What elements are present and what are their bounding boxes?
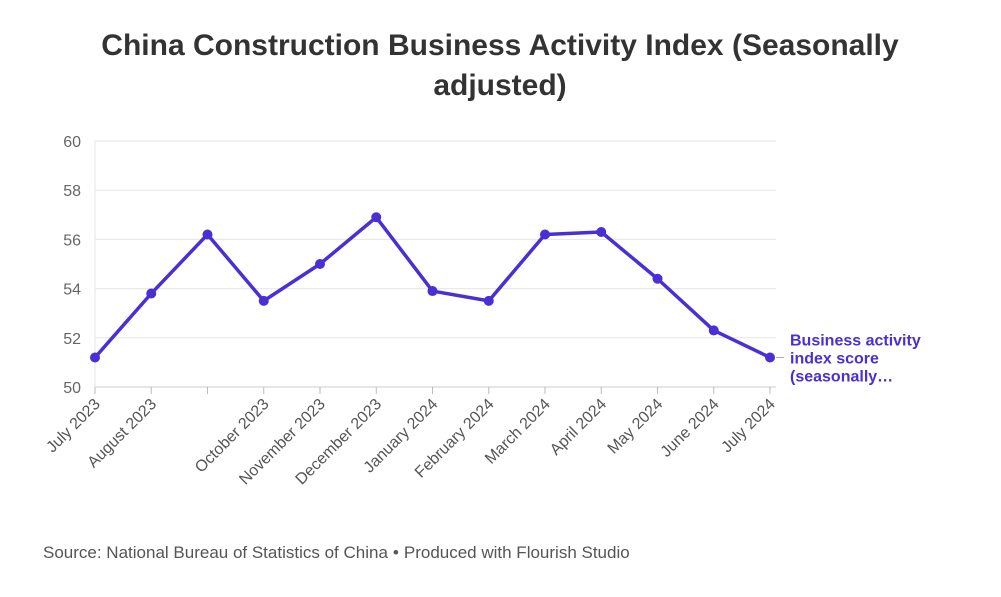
x-tick-label: April 2024 xyxy=(547,396,610,459)
footer-separator: • xyxy=(392,543,399,562)
data-point[interactable] xyxy=(483,295,494,306)
data-point[interactable] xyxy=(596,227,607,238)
data-point[interactable] xyxy=(90,352,100,363)
data-point[interactable] xyxy=(540,229,550,240)
data-point[interactable] xyxy=(202,229,213,240)
series-label: Business activity index score (seasonally… xyxy=(790,332,921,385)
data-point[interactable] xyxy=(652,273,663,284)
series-group: Business activity index score (seasonally… xyxy=(90,212,921,385)
x-tick-label: July 2024 xyxy=(718,396,779,457)
produced-with-text: Produced with Flourish Studio xyxy=(403,543,630,562)
y-tick-label: 60 xyxy=(63,134,81,151)
data-point[interactable] xyxy=(146,288,157,299)
x-tick-label: July 2023 xyxy=(43,396,104,457)
footer: Source: National Bureau of Statistics of… xyxy=(43,543,630,563)
y-tick-label: 50 xyxy=(63,380,81,397)
data-point[interactable] xyxy=(427,286,438,297)
data-point[interactable] xyxy=(371,212,382,223)
data-point[interactable] xyxy=(258,295,269,306)
x-tick-label: June 2024 xyxy=(658,396,723,461)
data-point[interactable] xyxy=(315,259,325,269)
data-point[interactable] xyxy=(765,352,775,363)
y-tick-label: 58 xyxy=(63,183,81,200)
series-label-line: (seasonally… xyxy=(790,368,893,385)
source-text: Source: National Bureau of Statistics of… xyxy=(43,543,388,562)
series-label-line: Business activity xyxy=(790,332,921,349)
y-tick-label: 54 xyxy=(63,282,81,299)
gridlines xyxy=(94,140,776,388)
y-tick-label: 56 xyxy=(63,232,81,249)
chart-title: China Construction Business Activity Ind… xyxy=(101,29,899,102)
series-label-line: index score xyxy=(790,350,879,367)
y-tick-label: 52 xyxy=(63,331,81,348)
y-axis: 50 52 54 56 58 60 xyxy=(63,134,81,397)
data-point[interactable] xyxy=(708,325,719,336)
